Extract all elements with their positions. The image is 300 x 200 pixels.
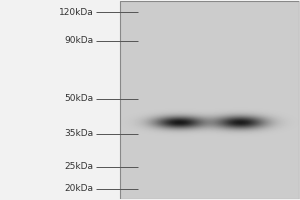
Text: 35kDa: 35kDa bbox=[64, 129, 93, 138]
Text: 120kDa: 120kDa bbox=[58, 8, 93, 17]
Bar bbox=[120, 1, 299, 199]
Text: 50kDa: 50kDa bbox=[64, 94, 93, 103]
Text: 20kDa: 20kDa bbox=[64, 184, 93, 193]
Text: 25kDa: 25kDa bbox=[64, 162, 93, 171]
Text: 90kDa: 90kDa bbox=[64, 36, 93, 45]
Bar bbox=[1, 1, 120, 199]
